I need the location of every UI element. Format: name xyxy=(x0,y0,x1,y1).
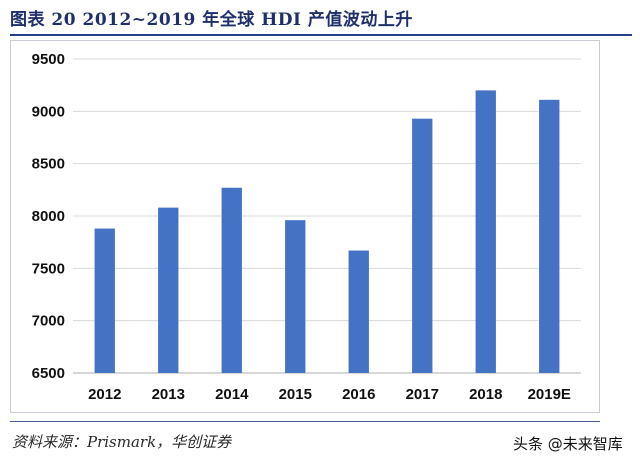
watermark: 头条 @未来智库 xyxy=(513,435,623,453)
y-tick-label: 9500 xyxy=(32,51,65,68)
x-tick-label: 2019E xyxy=(528,386,571,403)
bar-2019E xyxy=(539,99,560,373)
x-tick-label: 2014 xyxy=(215,386,249,403)
chart-frame: 6500 7000 7500 8000 8500 9000 9500 2012 2013 2014… xyxy=(10,40,600,413)
x-tick-label: 2017 xyxy=(406,386,439,403)
source-note: 资料来源：Prismark，华创证券 xyxy=(12,433,232,451)
y-tick-label: 8500 xyxy=(32,156,65,173)
bar-2015 xyxy=(285,220,306,373)
bar-chart: 6500 7000 7500 8000 8500 9000 9500 2012 2013 2014… xyxy=(32,51,581,403)
x-tick-label: 2012 xyxy=(88,386,121,403)
title-rule xyxy=(10,34,632,36)
y-tick-label: 7000 xyxy=(32,313,65,330)
x-tick-label: 2016 xyxy=(342,386,375,403)
bar-2016 xyxy=(348,250,369,373)
x-tick-label: 2015 xyxy=(279,386,312,403)
y-tick-label: 9000 xyxy=(32,103,65,120)
bar-2017 xyxy=(412,118,433,373)
bar-2014 xyxy=(221,187,242,373)
y-tick-label: 7500 xyxy=(32,260,65,277)
x-tick-label: 2018 xyxy=(469,386,502,403)
x-tick-label: 2013 xyxy=(152,386,185,403)
y-tick-label: 6500 xyxy=(32,365,65,382)
y-tick-label: 8000 xyxy=(32,208,65,225)
bar-2012 xyxy=(94,228,115,373)
bottom-rule xyxy=(10,421,600,422)
bar-2018 xyxy=(475,90,496,374)
figure-title: 图表 20 2012~2019 年全球 HDI 产值波动上升 xyxy=(10,10,413,30)
bar-2013 xyxy=(158,207,179,373)
